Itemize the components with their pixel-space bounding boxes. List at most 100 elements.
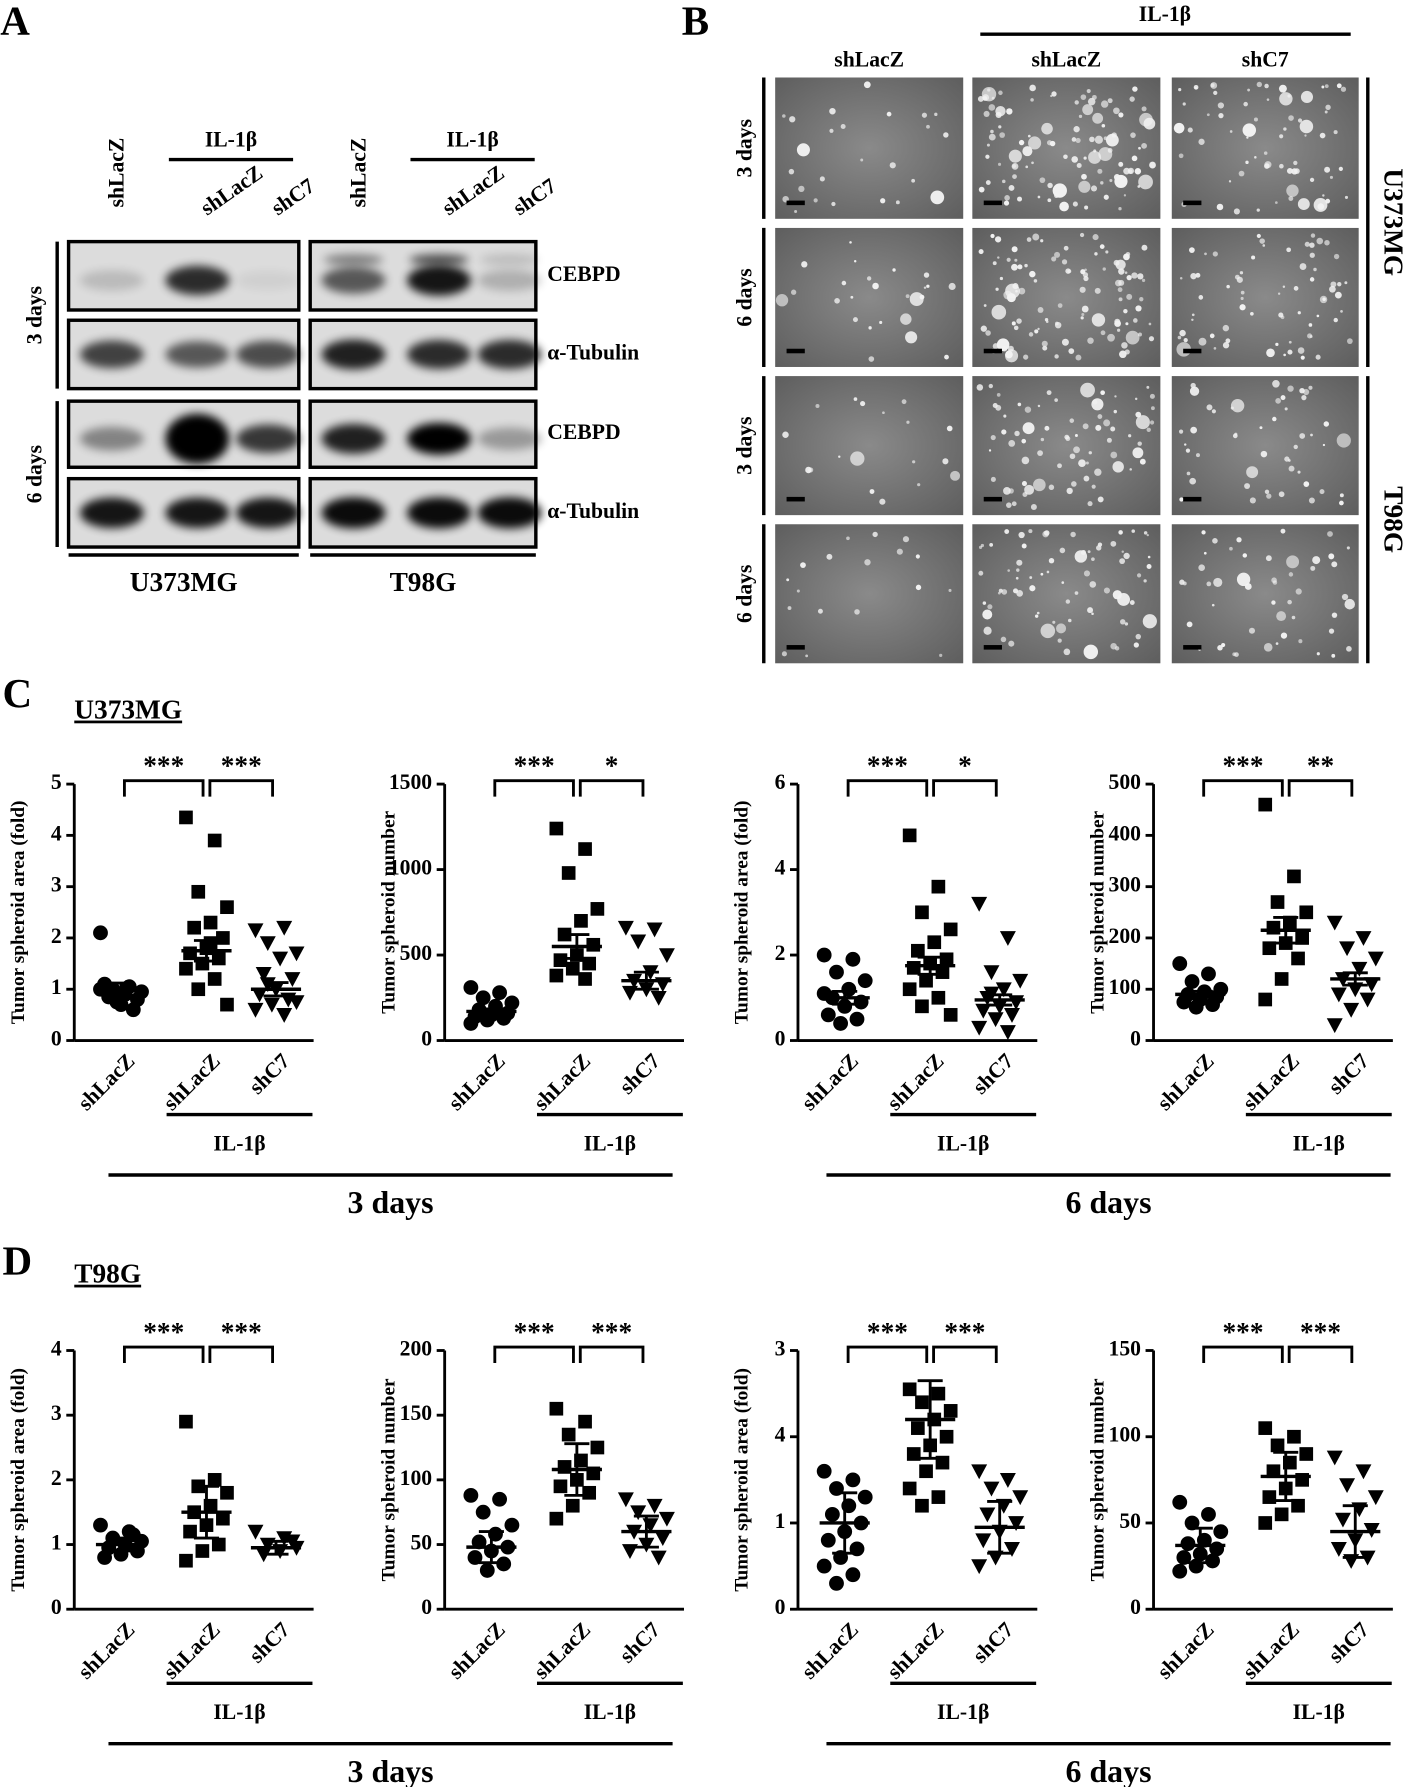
- spheroid: [1029, 576, 1033, 579]
- micrograph: [775, 227, 964, 367]
- data-point: [216, 931, 230, 945]
- error-bar: [193, 939, 220, 963]
- spheroid: [983, 110, 990, 117]
- spheroid: [985, 180, 991, 185]
- significance-label: ***: [143, 750, 184, 780]
- spheroid: [1179, 329, 1186, 337]
- spheroid: [1054, 398, 1058, 402]
- spheroid: [1333, 253, 1340, 260]
- spheroid: [1063, 154, 1068, 160]
- spheroid: [879, 320, 883, 325]
- spheroid: [1013, 325, 1019, 331]
- error-bar: [1273, 1450, 1299, 1502]
- spheroid: [1146, 427, 1151, 432]
- spheroid: [1118, 279, 1125, 286]
- spheroid: [1071, 481, 1077, 487]
- spheroid: [1287, 599, 1292, 605]
- spheroid: [841, 280, 847, 286]
- data-point: [130, 1543, 145, 1559]
- spheroid: [926, 284, 930, 288]
- data-point: [1363, 977, 1380, 993]
- spheroid: [1100, 330, 1106, 336]
- spheroid: [1316, 237, 1324, 245]
- spheroid: [985, 330, 991, 336]
- spheroid: [1091, 398, 1104, 411]
- error-bar: [1342, 971, 1368, 987]
- spheroid: [1135, 633, 1141, 640]
- significance-bracket: [493, 1345, 575, 1364]
- scale-bar: [983, 496, 1002, 502]
- spheroid: [1143, 531, 1148, 535]
- spheroid: [1324, 84, 1329, 89]
- data-point: [919, 1464, 933, 1479]
- data-point: [906, 1447, 921, 1461]
- y-tick-label: 300: [1109, 873, 1141, 897]
- spheroid: [1242, 553, 1248, 558]
- spheroid: [781, 651, 787, 657]
- y-tick-label: 200: [1109, 924, 1141, 948]
- blot-band: [165, 341, 230, 368]
- spheroid: [1003, 200, 1010, 206]
- spheroid: [1259, 238, 1265, 244]
- spheroid: [1316, 314, 1320, 318]
- y-tick-label: 0: [421, 1595, 432, 1619]
- spheroid: [1338, 166, 1343, 171]
- data-point: [630, 1505, 647, 1521]
- spheroid: [805, 466, 812, 474]
- spheroid: [1110, 426, 1116, 432]
- spheroid: [1107, 98, 1113, 104]
- data-point: [1359, 992, 1376, 1008]
- spheroid: [921, 112, 928, 118]
- spheroid: [1211, 603, 1215, 607]
- spheroid: [1254, 156, 1257, 159]
- data-point: [247, 923, 264, 939]
- spheroid: [860, 158, 864, 162]
- spheroid: [989, 542, 994, 547]
- spheroid: [1309, 277, 1315, 282]
- spheroid: [1239, 271, 1244, 275]
- spheroid: [1129, 468, 1132, 471]
- data-point: [1330, 1542, 1347, 1557]
- spheroid: [1244, 583, 1252, 590]
- spheroid: [1040, 623, 1056, 639]
- spheroid: [1037, 404, 1041, 408]
- significance-bracket: [1202, 1345, 1284, 1364]
- data-point: [902, 982, 917, 997]
- spheroid: [998, 90, 1003, 96]
- spheroid: [1189, 386, 1200, 396]
- data-point: [259, 936, 276, 952]
- spheroid: [1033, 279, 1038, 283]
- error-bar: [1342, 1504, 1368, 1559]
- spheroid: [1189, 477, 1197, 485]
- spheroid: [1283, 353, 1286, 357]
- spheroid: [1136, 573, 1142, 578]
- spheroid: [1331, 653, 1336, 658]
- spheroid: [1065, 436, 1071, 442]
- y-axis-label: Tumor spheroid number: [1087, 1378, 1108, 1581]
- data-point: [833, 1016, 848, 1031]
- spheroid: [1071, 156, 1079, 163]
- spheroid: [1076, 162, 1082, 169]
- error-bar: [108, 1536, 134, 1553]
- spheroid: [1083, 570, 1091, 577]
- spheroid: [1123, 552, 1130, 560]
- spheroid: [886, 111, 892, 117]
- spheroid: [1057, 303, 1063, 308]
- data-point: [837, 998, 853, 1014]
- cell-line-label: T98G: [1378, 486, 1408, 553]
- spheroid: [1074, 100, 1079, 105]
- spheroid: [1032, 233, 1040, 241]
- spheroid: [976, 384, 984, 391]
- spheroid: [880, 198, 886, 204]
- spheroid: [1186, 621, 1193, 628]
- data-point: [931, 1490, 946, 1504]
- blot-band: [321, 339, 386, 370]
- spheroid: [996, 338, 1010, 351]
- spheroid: [1286, 184, 1299, 197]
- data-point: [902, 828, 917, 843]
- spheroid: [1061, 581, 1065, 584]
- spheroid: [1132, 447, 1144, 459]
- spheroid: [1048, 484, 1055, 490]
- spheroid: [895, 200, 900, 205]
- spheroid: [1097, 168, 1103, 174]
